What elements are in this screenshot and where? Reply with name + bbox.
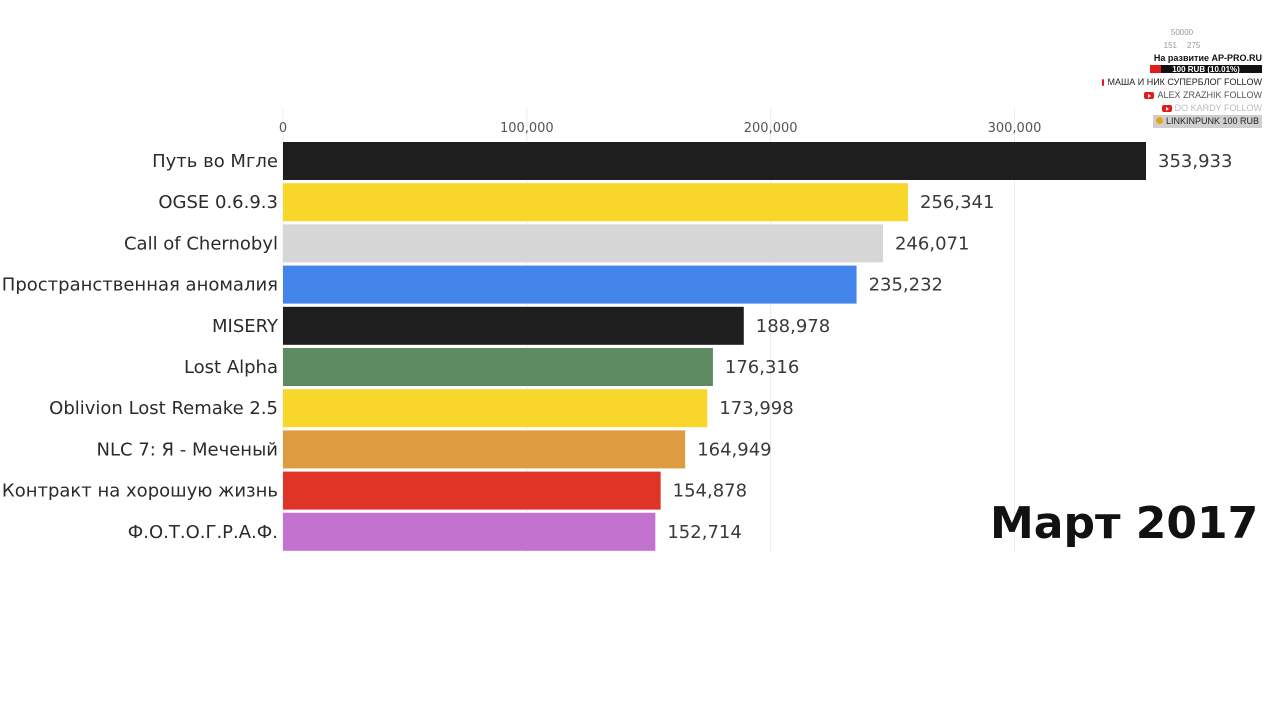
category-labels: Путь во Мгле OGSE 0.6.9.3 Call of Chernoby… — [2, 151, 279, 543]
x-tick-label: 100,000 — [500, 121, 554, 136]
donation-text: LINKINPUNK 100 RUB — [1165, 116, 1259, 126]
stat-left: 151 — [1163, 41, 1177, 50]
x-tick-label: 200,000 — [744, 121, 798, 136]
value-label: 188,978 — [756, 316, 830, 337]
value-label: 246,071 — [895, 233, 969, 254]
bar — [283, 512, 656, 551]
value-label: 256,341 — [920, 192, 994, 213]
youtube-icon — [1144, 92, 1155, 99]
category-label: Lost Alpha — [184, 357, 278, 378]
bars — [283, 142, 1146, 551]
category-label: Oblivion Lost Remake 2.5 — [49, 398, 278, 419]
goal-text: На развитие AP-PRO.RU — [1153, 53, 1262, 63]
category-label: MISERY — [212, 316, 279, 337]
value-label: 176,316 — [725, 357, 799, 378]
bar — [283, 430, 686, 469]
stream-overlay: 50000 151 275 На развитие AP-PRO.RU 100 … — [1102, 26, 1262, 128]
value-label: 154,878 — [673, 481, 747, 502]
coin-icon — [1156, 117, 1164, 124]
bar — [283, 265, 857, 304]
overlay-stats-2: 151 275 — [1102, 39, 1262, 52]
bar — [283, 224, 883, 263]
bar — [283, 142, 1146, 180]
value-label: 235,232 — [869, 275, 943, 296]
category-label: Пространственная аномалия — [2, 275, 278, 296]
bar — [283, 183, 909, 222]
x-tick-label: 300,000 — [988, 121, 1042, 136]
youtube-icon — [1102, 79, 1111, 86]
bar — [283, 306, 744, 345]
category-label: Call of Chernobyl — [124, 233, 278, 254]
category-label: Контракт на хорошую жизнь — [2, 481, 278, 502]
bar — [283, 471, 661, 510]
category-label: Ф.О.Т.О.Г.Р.А.Ф. — [128, 522, 278, 543]
bar — [283, 389, 708, 428]
bar — [283, 348, 713, 386]
value-label: 353,933 — [1158, 151, 1232, 172]
follow-text-2: ALEX ZRAZHIK FOLLOW — [1157, 90, 1262, 100]
category-label: OGSE 0.6.9.3 — [158, 192, 278, 213]
value-label: 164,949 — [697, 439, 771, 460]
goal-progress-fill — [1150, 65, 1162, 73]
follow-text-3: DO KARDY FOLLOW — [1174, 103, 1262, 113]
goal-amount: 100 RUB (10.01%) — [1172, 65, 1240, 74]
value-label: 173,998 — [719, 398, 793, 419]
follow-row-3: DO KARDY FOLLOW — [1102, 102, 1262, 115]
category-label: NLC 7: Я - Меченый — [97, 439, 278, 460]
value-label: 152,714 — [667, 522, 741, 543]
follow-text-1: МАША И НИК СУПЕРБЛОГ FOLLOW — [1107, 77, 1262, 87]
youtube-icon — [1161, 105, 1172, 112]
follow-row-2: ALEX ZRAZHIK FOLLOW — [1102, 89, 1262, 102]
value-labels: 353,933 256,341 246,071 235,232 188,978 176,3… — [667, 151, 1232, 543]
follow-row-1: МАША И НИК СУПЕРБЛОГ FOLLOW — [1102, 76, 1262, 89]
stat-right: 275 — [1187, 41, 1201, 50]
goal-progress-bar: 100 RUB (10.01%) — [1150, 65, 1262, 74]
x-tick-label: 0 — [279, 121, 287, 136]
period-label: Март 2017 — [990, 498, 1259, 549]
overlay-stats: 50000 — [1102, 26, 1262, 39]
category-label: Путь во Мгле — [152, 151, 278, 172]
stat-top: 50000 — [1170, 28, 1194, 37]
donation-row: LINKINPUNK 100 RUB — [1102, 115, 1262, 128]
x-axis-ticks: 0 100,000 200,000 300,000 — [279, 121, 1042, 136]
